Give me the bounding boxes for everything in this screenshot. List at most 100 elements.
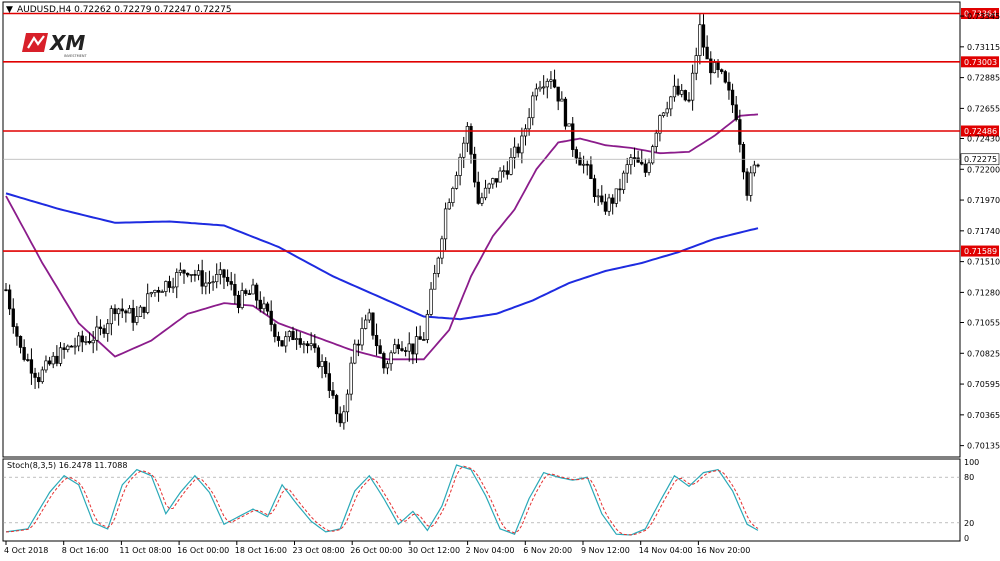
bear-candle: [556, 86, 560, 102]
bull-candle: [414, 336, 419, 355]
bull-candle: [596, 195, 600, 198]
price-tick-label: 0.71510: [967, 258, 1000, 267]
time-tick-label: 9 Nov 12:00: [581, 546, 630, 555]
price-tick-label: 0.72655: [967, 104, 1000, 113]
bull-candle: [360, 328, 364, 346]
bear-candle: [291, 331, 295, 341]
bear-candle: [403, 350, 408, 352]
level-price-label: 0.71589: [964, 247, 997, 256]
bull-candle: [433, 273, 437, 290]
bear-candle: [738, 119, 742, 145]
bull-candle: [487, 183, 491, 189]
bear-candle: [632, 157, 637, 159]
header-arrow-icon[interactable]: ▼: [6, 5, 13, 15]
bull-candle: [625, 164, 629, 174]
bull-candle: [58, 347, 63, 364]
bear-candle: [222, 269, 226, 278]
bull-candle: [353, 343, 357, 364]
stoch-main-line: [5, 464, 759, 536]
bear-candle: [331, 390, 335, 396]
bear-candle: [574, 149, 579, 159]
bull-candle: [447, 202, 451, 210]
bear-candle: [709, 58, 713, 74]
bear-candle: [356, 343, 361, 346]
bull-candle: [364, 319, 368, 329]
bull-candle: [425, 314, 430, 340]
bull-candle: [91, 339, 95, 344]
bear-candle: [11, 308, 15, 327]
bull-candle: [451, 188, 455, 203]
bear-candle: [723, 71, 727, 83]
ma-fast-line: [5, 113, 759, 361]
bull-candle: [654, 132, 658, 147]
bull-candle: [429, 288, 433, 315]
time-tick-label: 6 Nov 20:00: [523, 546, 572, 555]
bear-candle: [276, 336, 281, 341]
stoch-tick-label: 20: [964, 519, 974, 528]
bull-candle: [567, 123, 571, 127]
bear-candle: [411, 343, 415, 355]
time-tick-label: 4 Oct 2018: [4, 546, 48, 555]
bull-candle: [116, 308, 121, 315]
bear-candle: [255, 284, 259, 301]
bull-candle: [465, 126, 470, 144]
bear-candle: [185, 272, 190, 276]
stoch-panel: [2, 458, 961, 542]
bull-candle: [204, 282, 208, 287]
price-tick-label: 0.71280: [967, 288, 1000, 297]
bull-candle: [512, 146, 517, 158]
xm-logo: XM INVESTMENT: [22, 31, 87, 58]
resistance-support-levels: 0.73364 0.73003 0.72486 0.71589: [3, 8, 999, 257]
bull-candle: [175, 272, 179, 288]
bear-candle: [313, 343, 317, 349]
bear-candle: [7, 289, 12, 310]
bear-candle: [371, 312, 375, 336]
bull-candle: [542, 86, 546, 89]
bear-candle: [258, 299, 262, 310]
stoch-tick-label: 80: [964, 473, 974, 482]
bull-candle: [149, 292, 153, 295]
bull-candle: [211, 281, 215, 284]
bear-candle: [102, 328, 106, 334]
bear-candle: [745, 171, 749, 196]
bull-candle: [171, 286, 175, 289]
bear-candle: [193, 274, 197, 276]
bull-candle: [407, 343, 411, 352]
bull-candle: [436, 257, 440, 274]
bear-candle: [472, 153, 477, 183]
bear-candle: [603, 201, 608, 212]
bull-candle: [621, 172, 626, 191]
time-axis: 4 Oct 2018 8 Oct 16:00 11 Oct 08:00 16 Oct …: [4, 541, 750, 555]
bull-candle: [218, 269, 222, 275]
bull-candle: [345, 393, 350, 413]
bull-candle: [581, 163, 586, 166]
bull-candle: [498, 170, 502, 183]
bear-candle: [80, 335, 84, 343]
time-tick-label: 23 Oct 08:00: [293, 546, 345, 555]
bear-candle: [600, 195, 604, 203]
bull-candle: [240, 290, 244, 308]
bull-candle: [661, 112, 666, 116]
bear-candle: [494, 178, 499, 183]
bull-candle: [309, 343, 313, 347]
bull-candle: [694, 55, 698, 74]
bull-candle: [196, 270, 201, 276]
bear-candle: [120, 308, 124, 312]
time-tick-label: 8 Oct 16:00: [62, 546, 109, 555]
price-axis: 0.73345 0.73115 0.72885 0.72655 0.72430 0.722…: [960, 12, 1000, 451]
bear-candle: [247, 293, 252, 295]
bear-candle: [269, 310, 273, 325]
bull-candle: [320, 361, 324, 367]
bear-candle: [131, 307, 135, 323]
bull-candle: [534, 88, 539, 97]
bear-candle: [730, 89, 735, 106]
bull-candle: [146, 293, 150, 313]
bull-candle: [284, 336, 288, 347]
price-tick-label: 0.72885: [967, 74, 1000, 83]
price-tick-label: 0.70825: [967, 349, 1000, 358]
xm-logo-mark: [22, 33, 48, 52]
bear-candle: [505, 170, 509, 175]
bear-candle: [47, 360, 52, 365]
price-tick-label: 0.73345: [967, 12, 1000, 21]
bear-candle: [374, 334, 379, 347]
